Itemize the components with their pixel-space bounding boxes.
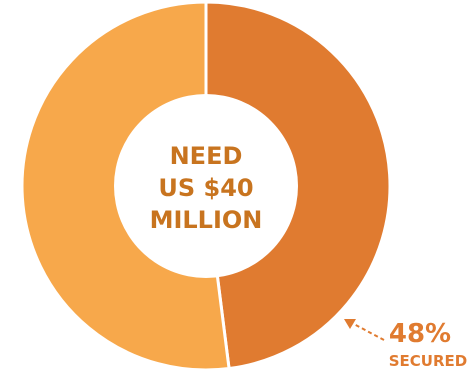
center-label-line-2: US $40: [158, 174, 253, 202]
donut-slices: [20, 0, 392, 372]
center-label-line-1: NEED: [170, 142, 243, 170]
secured-percent-label: 48%: [389, 319, 451, 349]
annotation-arrow-line: [349, 321, 385, 341]
secured-label: SECURED: [389, 352, 468, 370]
arrow-head-icon: [344, 319, 356, 329]
center-label-line-3: MILLION: [150, 206, 263, 234]
donut-hole: [114, 94, 298, 278]
secured-annotation: 48% SECURED: [344, 319, 467, 370]
donut-slice-secured: [204, 0, 392, 371]
